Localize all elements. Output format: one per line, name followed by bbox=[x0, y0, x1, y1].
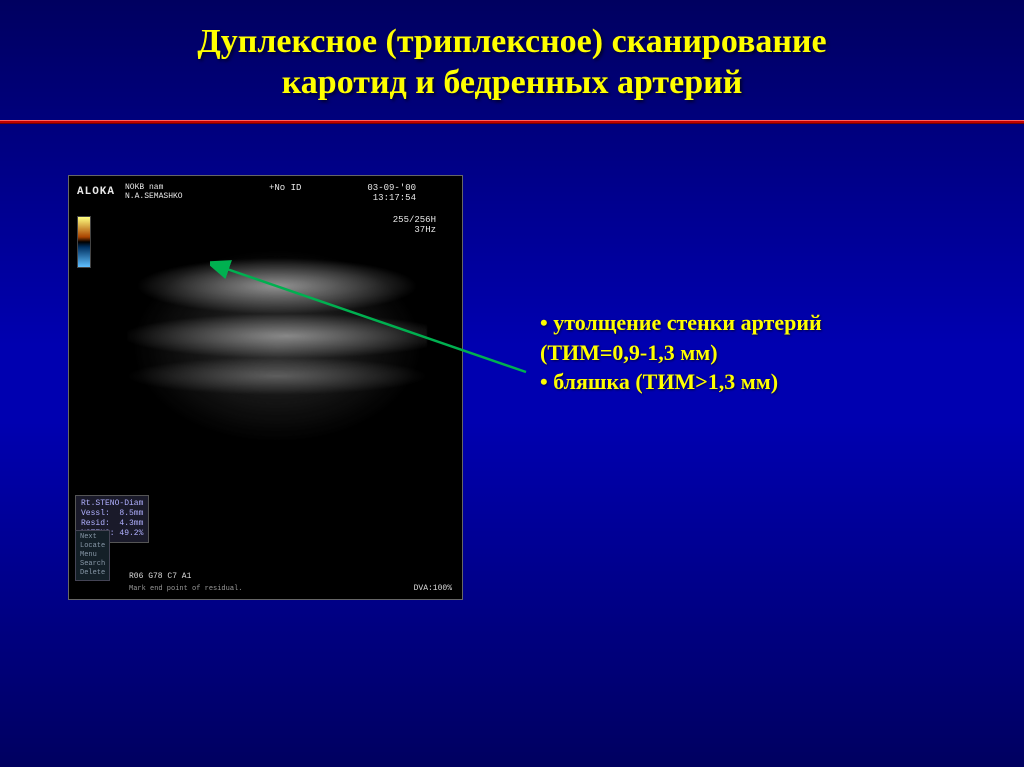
title-line-1: Дуплексное (триплексное) сканирование bbox=[0, 22, 1024, 63]
us-freq-label: 255/256H 37Hz bbox=[393, 216, 436, 236]
ultrasound-tissue-region bbox=[127, 206, 427, 506]
slide-root: Дуплексное (триплексное) сканирование ка… bbox=[0, 0, 1024, 767]
bullet-item-1b: (ТИМ=0,9-1,3 мм) bbox=[540, 338, 970, 368]
us-menu-box: Next Locate Menu Search Delete bbox=[75, 530, 110, 581]
bullet-list: • утолщение стенки артерий (ТИМ=0,9-1,3 … bbox=[540, 308, 970, 397]
us-mark-label: Mark end point of residual. bbox=[129, 585, 242, 593]
us-dva-label: DVA:100% bbox=[414, 584, 452, 593]
us-institution-label: NOKB nam N.A.SEMASHKO bbox=[125, 184, 183, 202]
bullet-item-1a: • утолщение стенки артерий bbox=[540, 308, 970, 338]
doppler-colorbar bbox=[77, 216, 91, 268]
bullet-item-2: • бляшка (ТИМ>1,3 мм) bbox=[540, 367, 970, 397]
ultrasound-image: ALOKA NOKB nam N.A.SEMASHKO +No ID 03-09… bbox=[68, 175, 463, 600]
title-line-2: каротид и бедренных артерий bbox=[0, 63, 1024, 104]
us-vendor-label: ALOKA bbox=[77, 186, 115, 198]
title-block: Дуплексное (триплексное) сканирование ка… bbox=[0, 0, 1024, 104]
us-id-label: +No ID bbox=[269, 184, 301, 194]
us-datetime-label: 03-09-'00 13:17:54 bbox=[367, 184, 416, 204]
us-probe-label: R06 G78 C7 A1 bbox=[129, 572, 191, 581]
horizontal-divider bbox=[0, 120, 1024, 124]
